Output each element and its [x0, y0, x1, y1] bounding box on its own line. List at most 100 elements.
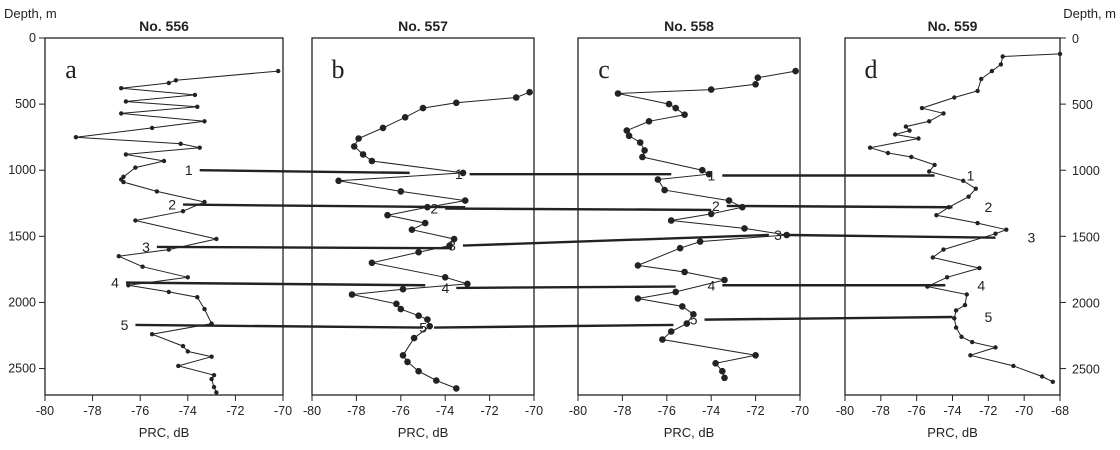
data-point-d [1050, 379, 1056, 384]
data-point-d [977, 265, 982, 271]
data-point-a [149, 125, 155, 131]
data-point-b [459, 169, 467, 177]
data-point-d [909, 154, 914, 160]
data-point-b [415, 248, 422, 256]
data-point-c [707, 86, 715, 93]
data-point-a [166, 80, 171, 86]
data-point-d [979, 76, 984, 82]
data-point-b [415, 367, 422, 375]
data-point-b [397, 188, 405, 195]
profile-line-a [75, 70, 279, 393]
data-point-c [679, 303, 686, 310]
depth-tick-label-left: 1000 [8, 163, 36, 177]
data-point-d [944, 275, 950, 280]
panel-title-a: No. 556 [139, 18, 189, 34]
x-tick-label-d: -78 [872, 404, 890, 418]
correlation-label-2: 2 [430, 201, 438, 217]
data-point-c [712, 360, 719, 367]
data-point-c [634, 295, 642, 302]
data-point-d [1039, 374, 1045, 379]
data-point-c [699, 166, 706, 174]
data-point-a [192, 92, 198, 98]
data-point-a [133, 218, 138, 223]
data-point-c [741, 225, 748, 232]
correlation-label-4: 4 [977, 277, 985, 293]
panel-letter-b: b [332, 55, 345, 84]
data-point-b [350, 143, 358, 150]
correlation-line-2 [726, 204, 953, 209]
data-point-d [970, 339, 975, 345]
data-point-c [614, 90, 622, 97]
panel-title-c: No. 558 [664, 18, 714, 34]
data-point-a [154, 189, 160, 194]
data-point-d [867, 145, 873, 150]
correlation-label-4: 4 [442, 280, 450, 296]
correlation-label-2: 2 [168, 197, 176, 213]
x-axis-title-d: PRC, dB [927, 425, 978, 440]
data-point-b [384, 211, 391, 219]
data-point-c [707, 210, 715, 218]
data-point-c [634, 262, 642, 269]
correlation-label-3: 3 [448, 238, 456, 254]
data-point-d [927, 119, 932, 124]
panel-frame-d [844, 37, 1061, 396]
x-tick-label-d: -74 [943, 404, 961, 418]
x-axis-title-c: PRC, dB [664, 425, 715, 440]
x-tick-label-c: -72 [747, 404, 765, 418]
data-point-a [197, 145, 202, 150]
data-point-c [661, 186, 668, 194]
correlation-label-3: 3 [1028, 230, 1036, 246]
data-point-b [453, 99, 460, 107]
correlation-label-3: 3 [774, 227, 782, 243]
data-point-b [526, 88, 533, 96]
data-point-a [119, 111, 124, 116]
data-point-a [121, 179, 126, 185]
x-tick-label-a: -78 [84, 404, 102, 418]
data-point-c [681, 111, 688, 118]
data-point-b [399, 352, 407, 359]
data-point-c [783, 231, 790, 239]
data-point-b [404, 358, 411, 366]
data-point-b [368, 157, 376, 165]
x-tick-label-c: -70 [791, 404, 809, 418]
data-point-d [952, 95, 957, 100]
data-point-c [625, 132, 633, 140]
data-point-d [1057, 51, 1063, 57]
depth-axis-title-right: Depth, m [1063, 6, 1116, 21]
correlation-label-2: 2 [985, 199, 993, 215]
data-point-a [166, 247, 171, 252]
data-point-a [195, 104, 200, 110]
data-point-c [645, 118, 653, 125]
x-tick-label-a: -72 [226, 404, 244, 418]
x-tick-label-a: -74 [179, 404, 197, 418]
data-point-a [173, 78, 179, 83]
data-point-a [176, 363, 181, 369]
data-point-b [512, 94, 520, 101]
depth-tick-label-left: 1500 [8, 229, 36, 243]
data-point-b [348, 291, 356, 298]
data-point-c [659, 336, 666, 343]
data-point-a [123, 152, 129, 157]
correlation-line-4 [456, 285, 676, 290]
data-point-c [623, 127, 631, 134]
data-point-c [754, 74, 762, 81]
data-point-b [335, 177, 342, 185]
data-point-c [725, 197, 733, 204]
panel-frame-b [311, 37, 535, 396]
data-point-c [667, 217, 675, 224]
x-tick-label-b: -70 [525, 404, 543, 418]
panel-letter-d: d [865, 55, 878, 84]
data-point-c [721, 374, 728, 382]
data-point-d [998, 62, 1004, 67]
profile-line-d [869, 53, 1061, 383]
data-point-a [73, 135, 79, 140]
x-tick-label-b: -80 [303, 404, 321, 418]
data-point-c [667, 328, 675, 335]
correlation-label-5: 5 [690, 312, 698, 328]
correlation-label-3: 3 [142, 239, 150, 255]
data-point-a [166, 289, 171, 295]
data-point-b [355, 135, 362, 142]
data-point-d [993, 345, 998, 350]
data-point-b [401, 114, 409, 121]
